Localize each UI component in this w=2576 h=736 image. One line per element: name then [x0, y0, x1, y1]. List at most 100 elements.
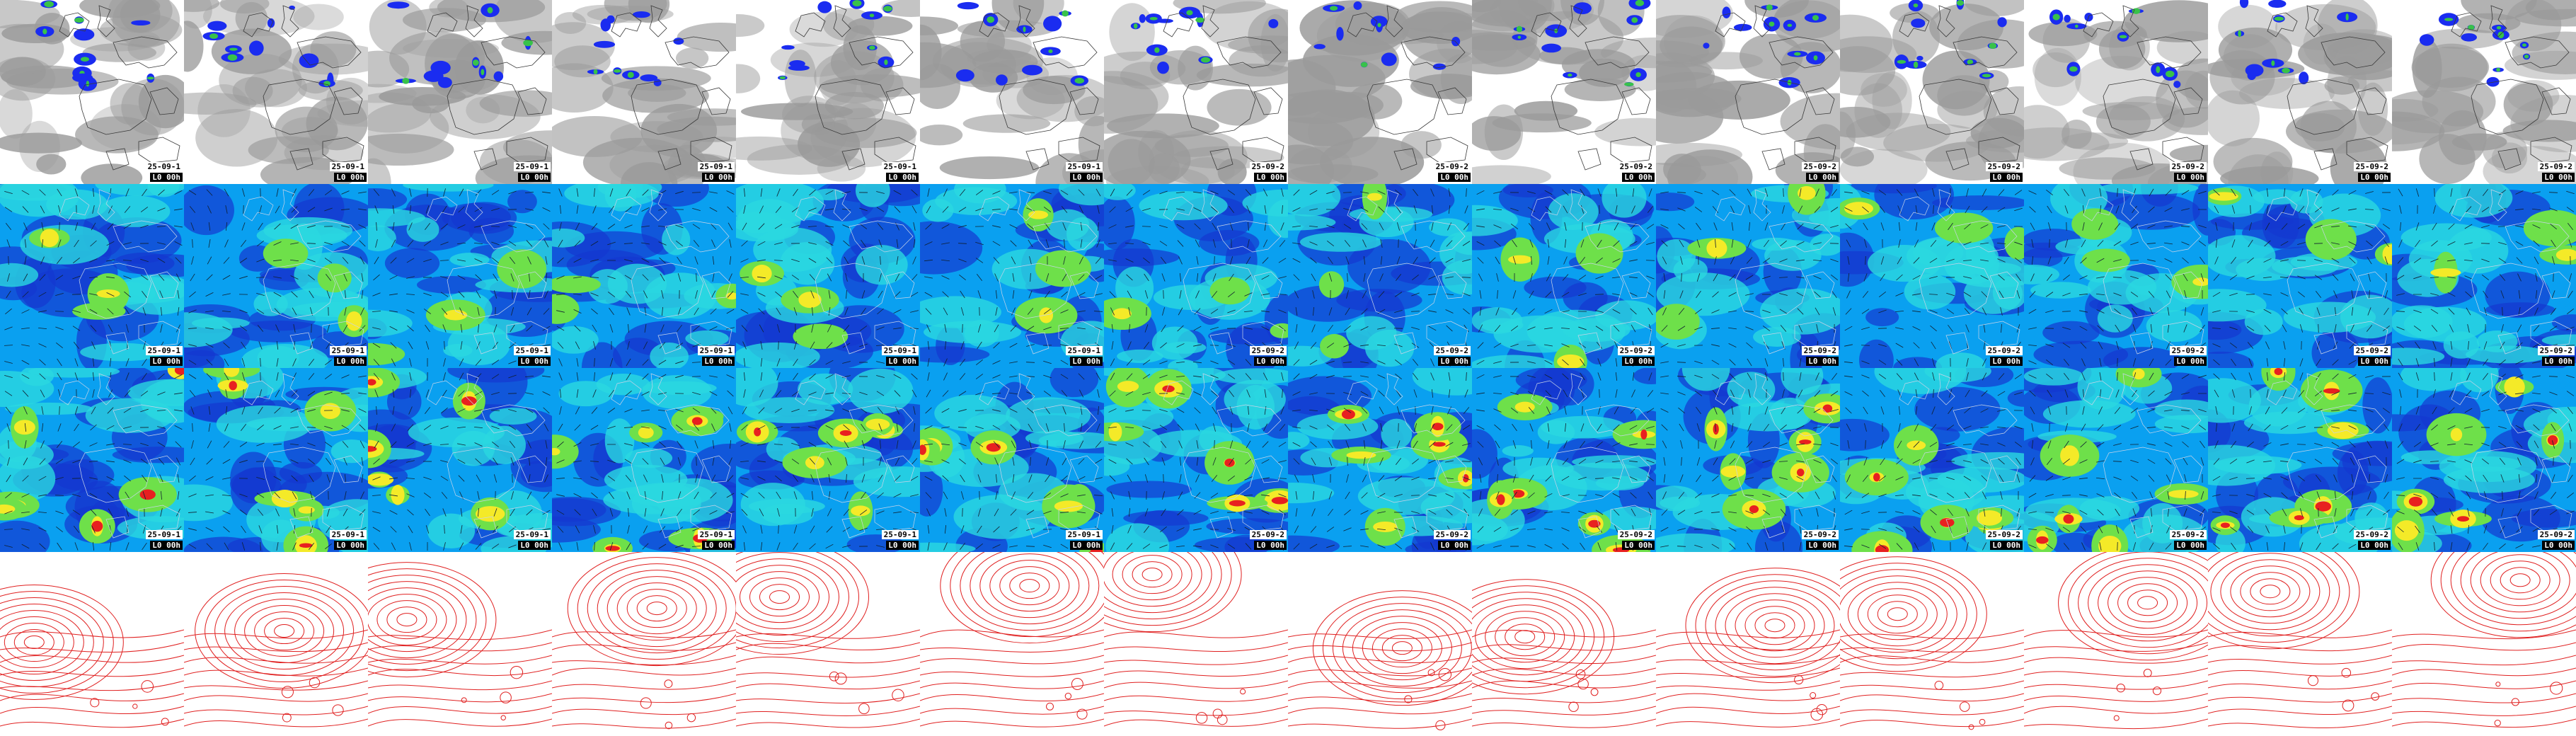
- cloud-field-map: [2392, 0, 2576, 184]
- map-tile-wind-low-1: 25-09-1 L0 00h: [0, 184, 184, 368]
- frame-date-label: 25-09-1: [513, 162, 551, 171]
- map-tile-cloud-8: 25-09-2 L0 00h: [1288, 0, 1472, 184]
- frame-lead-label: L0 00h: [150, 541, 183, 550]
- wind-high-field-map: [0, 368, 184, 552]
- map-tile-isobars-12: [2024, 552, 2208, 736]
- frame-lead-label: L0 00h: [1070, 357, 1103, 366]
- wind-high-field-map: [368, 368, 552, 552]
- frame-lead-label: L0 00h: [1990, 541, 2023, 550]
- map-tile-cloud-14: 25-09-2 L0 00h: [2392, 0, 2576, 184]
- frame-date-label: 25-09-2: [1985, 346, 2023, 355]
- frame-lead-label: L0 00h: [886, 173, 919, 182]
- map-tile-isobars-14: [2392, 552, 2576, 736]
- map-tile-wind-high-12: 25-09-2 L0 00h: [2024, 368, 2208, 552]
- wind-high-field-map: [2208, 368, 2392, 552]
- frame-date-label: 25-09-2: [1433, 346, 1471, 355]
- wind-high-field-map: [920, 368, 1104, 552]
- frame-lead-label: L0 00h: [1806, 357, 1839, 366]
- map-tile-isobars-11: [1840, 552, 2024, 736]
- frame-date-label: 25-09-1: [329, 530, 367, 539]
- frame-date-label: 25-09-2: [2353, 530, 2391, 539]
- frame-date-label: 25-09-2: [1617, 530, 1655, 539]
- map-tile-isobars-2: [184, 552, 368, 736]
- frame-lead-label: L0 00h: [150, 173, 183, 182]
- frame-date-label: 25-09-2: [2169, 346, 2207, 355]
- wind-low-field-map: [1656, 184, 1840, 368]
- frame-date-label: 25-09-1: [881, 530, 919, 539]
- wind-low-field-map: [184, 184, 368, 368]
- frame-date-label: 25-09-2: [1249, 162, 1287, 171]
- wind-low-field-map: [736, 184, 920, 368]
- map-tile-wind-low-2: 25-09-1 L0 00h: [184, 184, 368, 368]
- cloud-field-map: [2208, 0, 2392, 184]
- map-tile-cloud-13: 25-09-2 L0 00h: [2208, 0, 2392, 184]
- frame-lead-label: L0 00h: [886, 357, 919, 366]
- map-tile-cloud-10: 25-09-2 L0 00h: [1656, 0, 1840, 184]
- map-tile-wind-high-13: 25-09-2 L0 00h: [2208, 368, 2392, 552]
- map-tile-cloud-4: 25-09-1 L0 00h: [552, 0, 736, 184]
- frame-lead-label: L0 00h: [1806, 173, 1839, 182]
- cloud-field-map: [1656, 0, 1840, 184]
- frame-date-label: 25-09-2: [2537, 346, 2575, 355]
- wind-low-field-map: [2392, 184, 2576, 368]
- wind-low-field-map: [1288, 184, 1472, 368]
- map-tile-isobars-4: [552, 552, 736, 736]
- isobars-field-map: [184, 552, 368, 736]
- frame-lead-label: L0 00h: [702, 357, 735, 366]
- frame-date-label: 25-09-2: [1433, 530, 1471, 539]
- map-tile-isobars-10: [1656, 552, 1840, 736]
- frame-lead-label: L0 00h: [2542, 357, 2575, 366]
- wind-high-field-map: [736, 368, 920, 552]
- map-tile-wind-high-4: 25-09-1 L0 00h: [552, 368, 736, 552]
- map-tile-isobars-8: [1288, 552, 1472, 736]
- frame-lead-label: L0 00h: [2358, 357, 2391, 366]
- frame-lead-label: L0 00h: [1622, 357, 1655, 366]
- map-tile-cloud-11: 25-09-2 L0 00h: [1840, 0, 2024, 184]
- map-tile-wind-high-11: 25-09-2 L0 00h: [1840, 368, 2024, 552]
- wind-high-field-map: [552, 368, 736, 552]
- map-tile-wind-low-7: 25-09-2 L0 00h: [1104, 184, 1288, 368]
- frame-date-label: 25-09-2: [1617, 162, 1655, 171]
- map-tile-wind-high-5: 25-09-1 L0 00h: [736, 368, 920, 552]
- frame-date-label: 25-09-2: [1249, 346, 1287, 355]
- map-tile-wind-high-3: 25-09-1 L0 00h: [368, 368, 552, 552]
- map-tile-wind-low-8: 25-09-2 L0 00h: [1288, 184, 1472, 368]
- frame-date-label: 25-09-1: [1065, 162, 1103, 171]
- frame-lead-label: L0 00h: [1070, 173, 1103, 182]
- frame-date-label: 25-09-2: [2353, 346, 2391, 355]
- map-tile-isobars-3: [368, 552, 552, 736]
- map-tile-isobars-6: [920, 552, 1104, 736]
- frame-lead-label: L0 00h: [1622, 541, 1655, 550]
- frame-lead-label: L0 00h: [1806, 541, 1839, 550]
- wind-low-field-map: [2024, 184, 2208, 368]
- wind-high-field-map: [2024, 368, 2208, 552]
- map-tile-wind-high-7: 25-09-2 L0 00h: [1104, 368, 1288, 552]
- frame-date-label: 25-09-1: [329, 346, 367, 355]
- frame-lead-label: L0 00h: [886, 541, 919, 550]
- frame-date-label: 25-09-2: [1801, 530, 1839, 539]
- map-tile-cloud-3: 25-09-1 L0 00h: [368, 0, 552, 184]
- cloud-field-map: [1104, 0, 1288, 184]
- wind-low-field-map: [920, 184, 1104, 368]
- frame-date-label: 25-09-2: [1801, 162, 1839, 171]
- isobars-field-map: [1288, 552, 1472, 736]
- cloud-field-map: [0, 0, 184, 184]
- cloud-field-map: [1288, 0, 1472, 184]
- frame-lead-label: L0 00h: [702, 541, 735, 550]
- map-tile-isobars-7: [1104, 552, 1288, 736]
- frame-lead-label: L0 00h: [150, 357, 183, 366]
- wind-high-field-map: [2392, 368, 2576, 552]
- isobars-field-map: [2024, 552, 2208, 736]
- map-tile-wind-high-14: 25-09-2 L0 00h: [2392, 368, 2576, 552]
- map-tile-cloud-1: 25-09-1 L0 00h: [0, 0, 184, 184]
- frame-lead-label: L0 00h: [1254, 357, 1287, 366]
- frame-lead-label: L0 00h: [334, 541, 367, 550]
- frame-date-label: 25-09-2: [1985, 162, 2023, 171]
- frame-lead-label: L0 00h: [1438, 541, 1471, 550]
- isobars-field-map: [736, 552, 920, 736]
- wind-low-field-map: [1840, 184, 2024, 368]
- frame-lead-label: L0 00h: [1622, 173, 1655, 182]
- isobars-field-map: [368, 552, 552, 736]
- frame-lead-label: L0 00h: [1254, 173, 1287, 182]
